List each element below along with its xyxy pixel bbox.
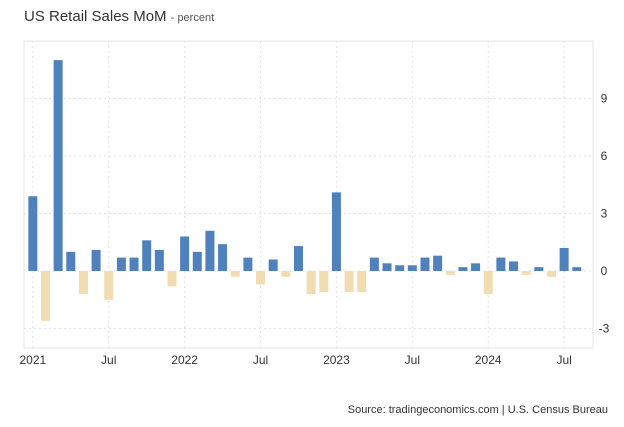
bar-2021-02 xyxy=(40,271,50,321)
bar-2021-05 xyxy=(78,271,88,294)
bar-2022-12 xyxy=(319,271,329,293)
bar-2023-09 xyxy=(433,255,443,271)
bar-2023-06 xyxy=(395,265,405,271)
y-tick-label: -3 xyxy=(599,322,610,336)
bar-2024-06 xyxy=(546,271,556,277)
x-tick-label: Jul xyxy=(101,353,116,367)
x-tick-label: Jul xyxy=(253,353,268,367)
chart-title-main: US Retail Sales MoM xyxy=(24,8,167,25)
bar-2024-05 xyxy=(534,267,544,271)
bar-2024-03 xyxy=(509,261,519,271)
bar-2021-07 xyxy=(104,271,114,300)
bar-2022-11 xyxy=(306,271,316,294)
bar-2021-08 xyxy=(116,257,126,271)
x-tick-label: Jul xyxy=(405,353,420,367)
y-tick-label: 0 xyxy=(601,264,608,278)
bar-2024-04 xyxy=(521,271,531,275)
bar-2022-10 xyxy=(293,246,303,271)
bar-2021-06 xyxy=(91,249,101,271)
bar-2023-10 xyxy=(445,271,455,275)
source-note: Source: tradingeconomics.com | U.S. Cens… xyxy=(347,404,608,416)
bar-2022-02 xyxy=(192,251,202,271)
chart-title-subtitle: - percent xyxy=(170,12,215,24)
plot-frame xyxy=(23,40,594,349)
bar-2021-01 xyxy=(28,196,38,271)
bar-2023-02 xyxy=(344,271,354,293)
bar-2022-01 xyxy=(180,236,190,271)
bar-2022-06 xyxy=(243,257,253,271)
y-tick-label: 3 xyxy=(601,206,608,220)
bar-2022-05 xyxy=(230,271,240,277)
bar-2021-03 xyxy=(53,60,63,271)
bar-2021-09 xyxy=(129,257,139,271)
y-tick-label: 9 xyxy=(601,91,608,105)
chart-title: US Retail Sales MoM - percent xyxy=(24,8,214,25)
bar-2021-10 xyxy=(142,240,152,271)
x-tick-label: 2021 xyxy=(19,353,46,367)
bar-2023-11 xyxy=(458,267,468,271)
bar-2023-01 xyxy=(331,192,341,271)
bar-2022-07 xyxy=(256,271,266,285)
bar-2023-04 xyxy=(369,257,379,271)
bar-2021-12 xyxy=(167,271,177,287)
y-tick-label: 6 xyxy=(601,149,608,163)
bar-2023-05 xyxy=(382,263,392,271)
x-tick-label: Jul xyxy=(556,353,571,367)
bar-2023-12 xyxy=(471,263,481,271)
bar-2023-03 xyxy=(357,271,367,293)
x-tick-label: 2022 xyxy=(171,353,198,367)
bar-2024-01 xyxy=(483,271,493,294)
bar-2024-08 xyxy=(572,267,582,271)
bar-2023-08 xyxy=(420,257,430,271)
bar-2024-07 xyxy=(559,248,569,271)
x-tick-label: 2023 xyxy=(323,353,350,367)
bar-2023-07 xyxy=(407,265,417,271)
bar-2022-09 xyxy=(281,271,291,277)
bar-2021-11 xyxy=(154,249,164,271)
x-tick-label: 2024 xyxy=(475,353,502,367)
bar-2021-04 xyxy=(66,251,76,271)
bar-2022-03 xyxy=(205,230,215,271)
bar-2022-04 xyxy=(218,244,228,271)
bar-2022-08 xyxy=(268,259,278,271)
bar-2024-02 xyxy=(496,257,506,271)
